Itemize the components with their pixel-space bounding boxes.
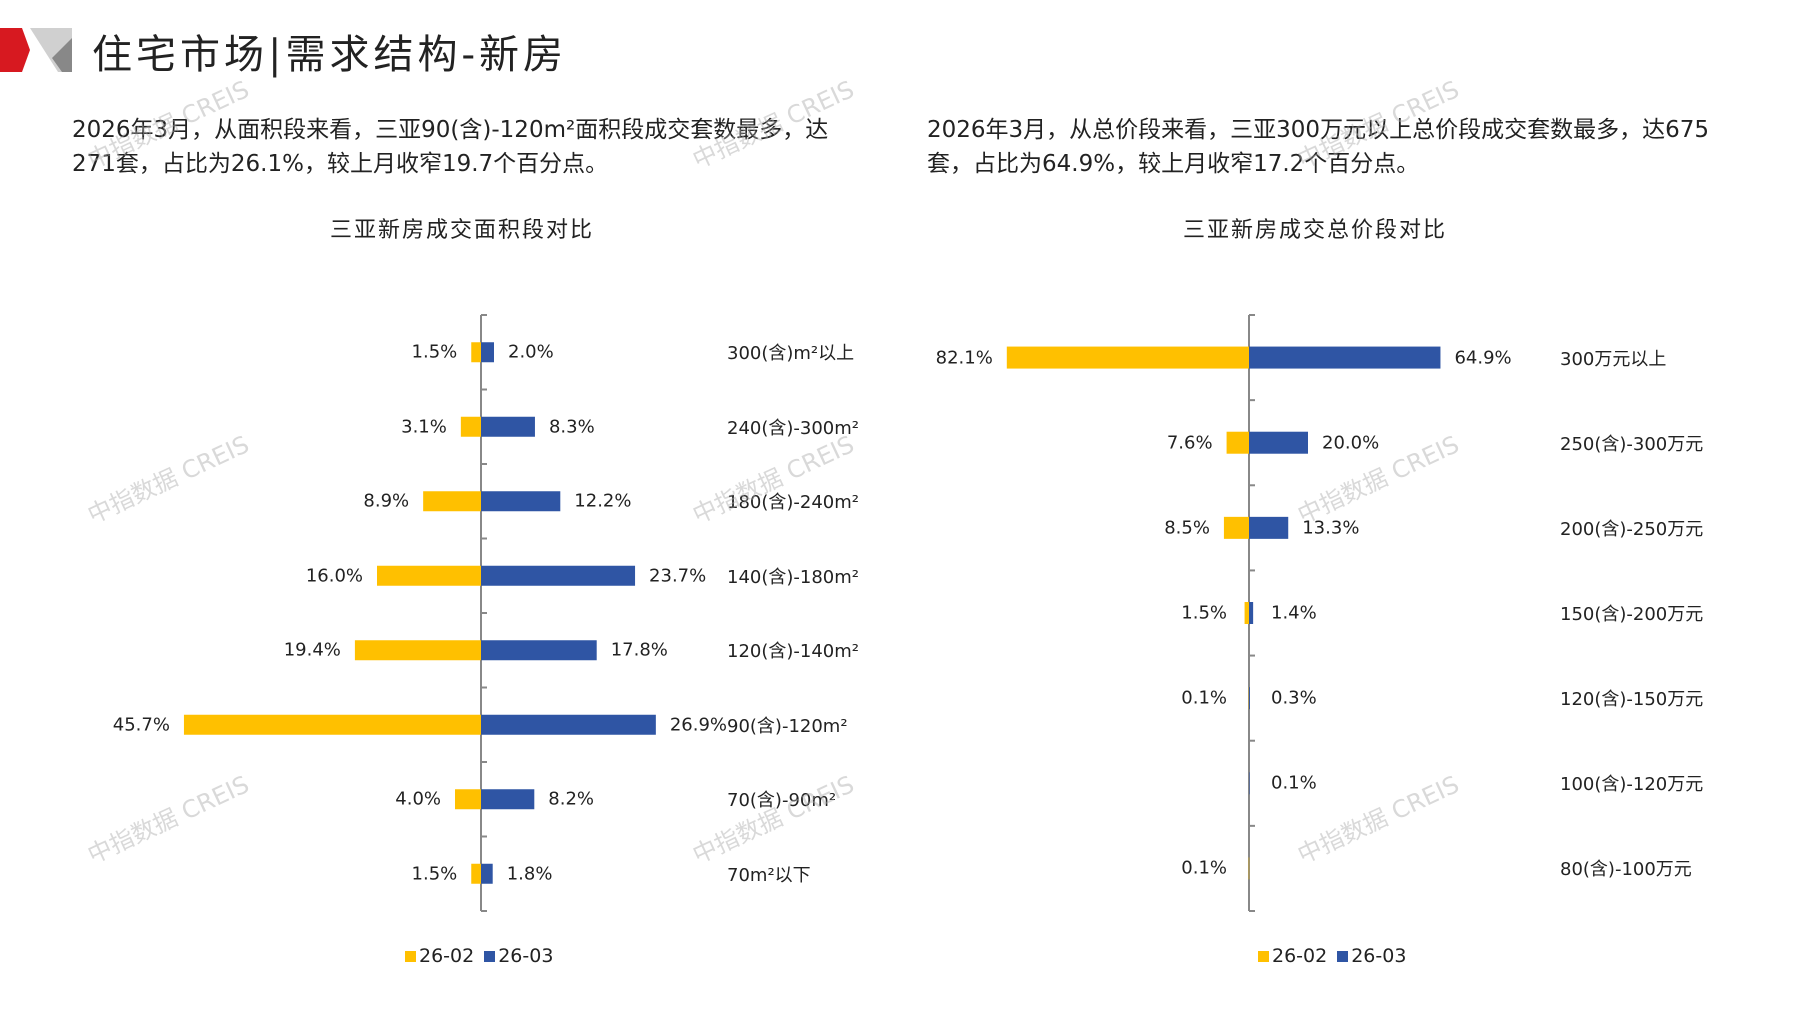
- bar-26-02: [455, 789, 481, 810]
- data-label: 0.1%: [1181, 857, 1227, 879]
- bar-26-02: [1226, 431, 1249, 454]
- legend-item-26-03: 26-03: [1337, 945, 1406, 967]
- data-label: 1.5%: [411, 863, 458, 885]
- bar-26-02: [471, 863, 481, 884]
- data-label: 12.2%: [574, 490, 632, 512]
- category-label: 200(含)-250万元: [1560, 518, 1704, 540]
- category-label: 300(含)m²以上: [727, 343, 855, 365]
- category-label: 80(含)-100万元: [1560, 859, 1692, 881]
- bar-26-02: [377, 565, 481, 586]
- category-label: 120(含)-150万元: [1560, 689, 1704, 711]
- data-label: 82.1%: [935, 347, 993, 369]
- bar-26-03: [481, 640, 597, 661]
- data-label: 3.1%: [401, 416, 447, 438]
- data-label: 0.3%: [1271, 687, 1317, 709]
- data-label: 7.6%: [1166, 432, 1213, 454]
- data-label: 8.2%: [548, 788, 595, 810]
- legend-item-26-03: 26-03: [484, 945, 553, 967]
- bar-26-03: [481, 789, 535, 810]
- data-label: 8.3%: [548, 416, 595, 438]
- category-label: 250(含)-300万元: [1560, 433, 1704, 455]
- data-label: 16.0%: [305, 565, 363, 587]
- bar-26-03: [481, 863, 493, 884]
- category-label: 70m²以下: [727, 864, 811, 886]
- bar-26-02: [183, 714, 481, 735]
- bar-26-03: [1249, 687, 1250, 710]
- bar-26-02: [1006, 346, 1249, 369]
- page-title: 住宅市场|需求结构-新房: [92, 32, 567, 78]
- data-label: 2.0%: [508, 341, 554, 363]
- data-label: 13.3%: [1302, 517, 1360, 539]
- bar-26-02: [1223, 516, 1249, 539]
- data-label: 1.5%: [1181, 602, 1227, 624]
- bar-26-03: [1249, 602, 1254, 624]
- category-label: 100(含)-120万元: [1560, 774, 1704, 796]
- category-label: 300万元以上: [1560, 348, 1667, 370]
- bar-26-02: [1244, 602, 1249, 624]
- left-description: 2026年3月，从面积段来看，三亚90(含)-120m²面积段成交套数最多，达2…: [72, 117, 829, 177]
- data-label: 1.8%: [506, 863, 553, 885]
- bar-26-03: [1249, 772, 1250, 795]
- data-label: 64.9%: [1454, 347, 1512, 369]
- right-chart-title: 三亚新房成交总价段对比: [1183, 218, 1448, 243]
- legend-item-26-02: 26-02: [1258, 945, 1327, 967]
- data-label: 1.4%: [1271, 602, 1317, 624]
- data-label: 0.1%: [1181, 687, 1227, 709]
- right-legend: 26-02 26-03: [1258, 945, 1406, 967]
- bar-26-02: [423, 491, 481, 512]
- category-label: 140(含)-180m²: [727, 566, 860, 588]
- data-label: 17.8%: [610, 639, 668, 661]
- category-label: 240(含)-300m²: [727, 417, 860, 439]
- data-label: 23.7%: [649, 565, 707, 587]
- category-label: 70(含)-90m²: [727, 790, 837, 812]
- data-label: 45.7%: [112, 714, 170, 736]
- data-label: 19.4%: [283, 639, 341, 661]
- data-label: 8.9%: [363, 490, 410, 512]
- bar-26-03: [481, 491, 561, 512]
- bar-26-02: [1248, 857, 1250, 880]
- data-label: 0.1%: [1271, 772, 1317, 794]
- bar-26-03: [1249, 431, 1308, 454]
- bar-26-03: [1249, 516, 1289, 539]
- left-chart-title: 三亚新房成交面积段对比: [330, 218, 595, 243]
- data-label: 8.5%: [1164, 517, 1210, 539]
- bar-26-02: [1248, 687, 1250, 710]
- data-label: 1.5%: [411, 341, 458, 363]
- bar-26-03: [1249, 346, 1441, 369]
- bar-26-02: [471, 342, 481, 363]
- header-logo: [0, 28, 72, 72]
- category-label: 90(含)-120m²: [727, 715, 848, 737]
- bar-26-03: [481, 714, 656, 735]
- category-label: 120(含)-140m²: [727, 641, 860, 663]
- bar-26-03: [481, 416, 535, 437]
- left-legend: 26-02 26-03: [405, 945, 553, 967]
- bar-26-02: [354, 640, 481, 661]
- data-label: 4.0%: [395, 788, 441, 810]
- data-label: 26.9%: [669, 714, 728, 736]
- category-label: 150(含)-200万元: [1560, 604, 1704, 625]
- bar-26-03: [481, 565, 636, 586]
- bar-26-02: [460, 416, 481, 437]
- legend-item-26-02: 26-02: [405, 945, 474, 967]
- category-label: 180(含)-240m²: [727, 492, 860, 514]
- bar-26-03: [481, 342, 494, 363]
- right-description: 2026年3月，从总价段来看，三亚300万元以上总价段成交套数最多，达675套，…: [927, 117, 1709, 177]
- data-label: 20.0%: [1322, 432, 1380, 454]
